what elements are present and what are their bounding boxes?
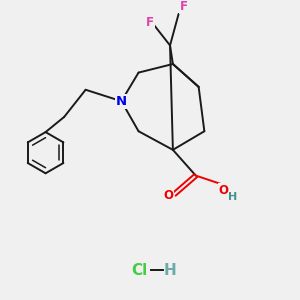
Text: H: H [228,192,238,202]
Text: O: O [163,189,173,202]
Text: Cl: Cl [131,262,147,278]
Text: O: O [219,184,229,197]
Text: F: F [180,0,188,13]
Text: N: N [116,95,127,108]
Text: F: F [146,16,154,29]
Text: H: H [164,262,176,278]
